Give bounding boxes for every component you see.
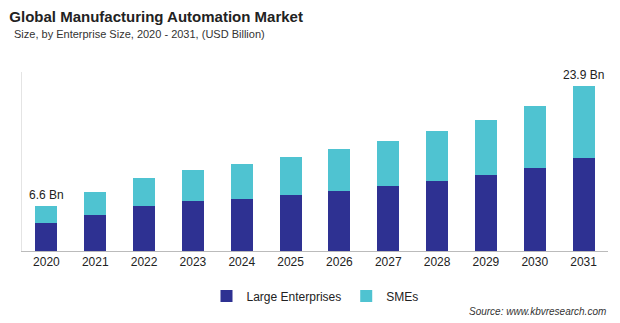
svg-text:Large Enterprises: Large Enterprises — [247, 290, 342, 304]
svg-text:2024: 2024 — [228, 255, 255, 269]
svg-text:Size, by Enterprise Size, 2020: Size, by Enterprise Size, 2020 - 2031, (… — [14, 28, 265, 40]
svg-text:2028: 2028 — [424, 255, 451, 269]
svg-text:Source: www.kbvresearch.com: Source: www.kbvresearch.com — [469, 306, 606, 317]
svg-text:2030: 2030 — [521, 255, 548, 269]
svg-text:SMEs: SMEs — [386, 290, 418, 304]
svg-text:2026: 2026 — [326, 255, 353, 269]
svg-text:2022: 2022 — [131, 255, 158, 269]
svg-text:23.9 Bn: 23.9 Bn — [563, 68, 604, 82]
svg-text:2029: 2029 — [473, 255, 500, 269]
svg-text:2031: 2031 — [570, 255, 597, 269]
svg-text:6.6 Bn: 6.6 Bn — [29, 188, 64, 202]
svg-text:2023: 2023 — [180, 255, 207, 269]
svg-text:2020: 2020 — [33, 255, 60, 269]
svg-text:2025: 2025 — [277, 255, 304, 269]
svg-text:Global Manufacturing Automatio: Global Manufacturing Automation Market — [9, 8, 303, 25]
svg-text:2027: 2027 — [375, 255, 402, 269]
svg-text:2021: 2021 — [82, 255, 109, 269]
